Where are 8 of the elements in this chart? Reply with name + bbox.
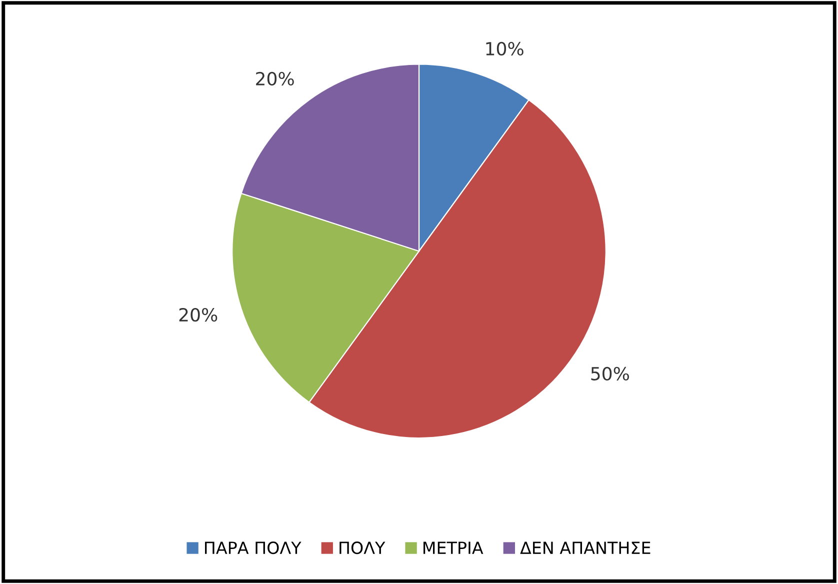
legend-label: ΜΕΤΡΙΑ	[424, 542, 484, 554]
legend-label: ΠΟΛΥ	[340, 541, 386, 554]
legend-label: ΔΕΝ ΑΠΑΝΤΗΣΕ	[520, 542, 650, 554]
data-label: 50%	[591, 366, 629, 380]
data-label: 20%	[256, 72, 294, 86]
data-label: 20%	[179, 308, 218, 322]
legend-label: ΠΑΡΑ ΠΟΛΥ	[205, 541, 302, 554]
data-label: 10%	[486, 42, 524, 56]
